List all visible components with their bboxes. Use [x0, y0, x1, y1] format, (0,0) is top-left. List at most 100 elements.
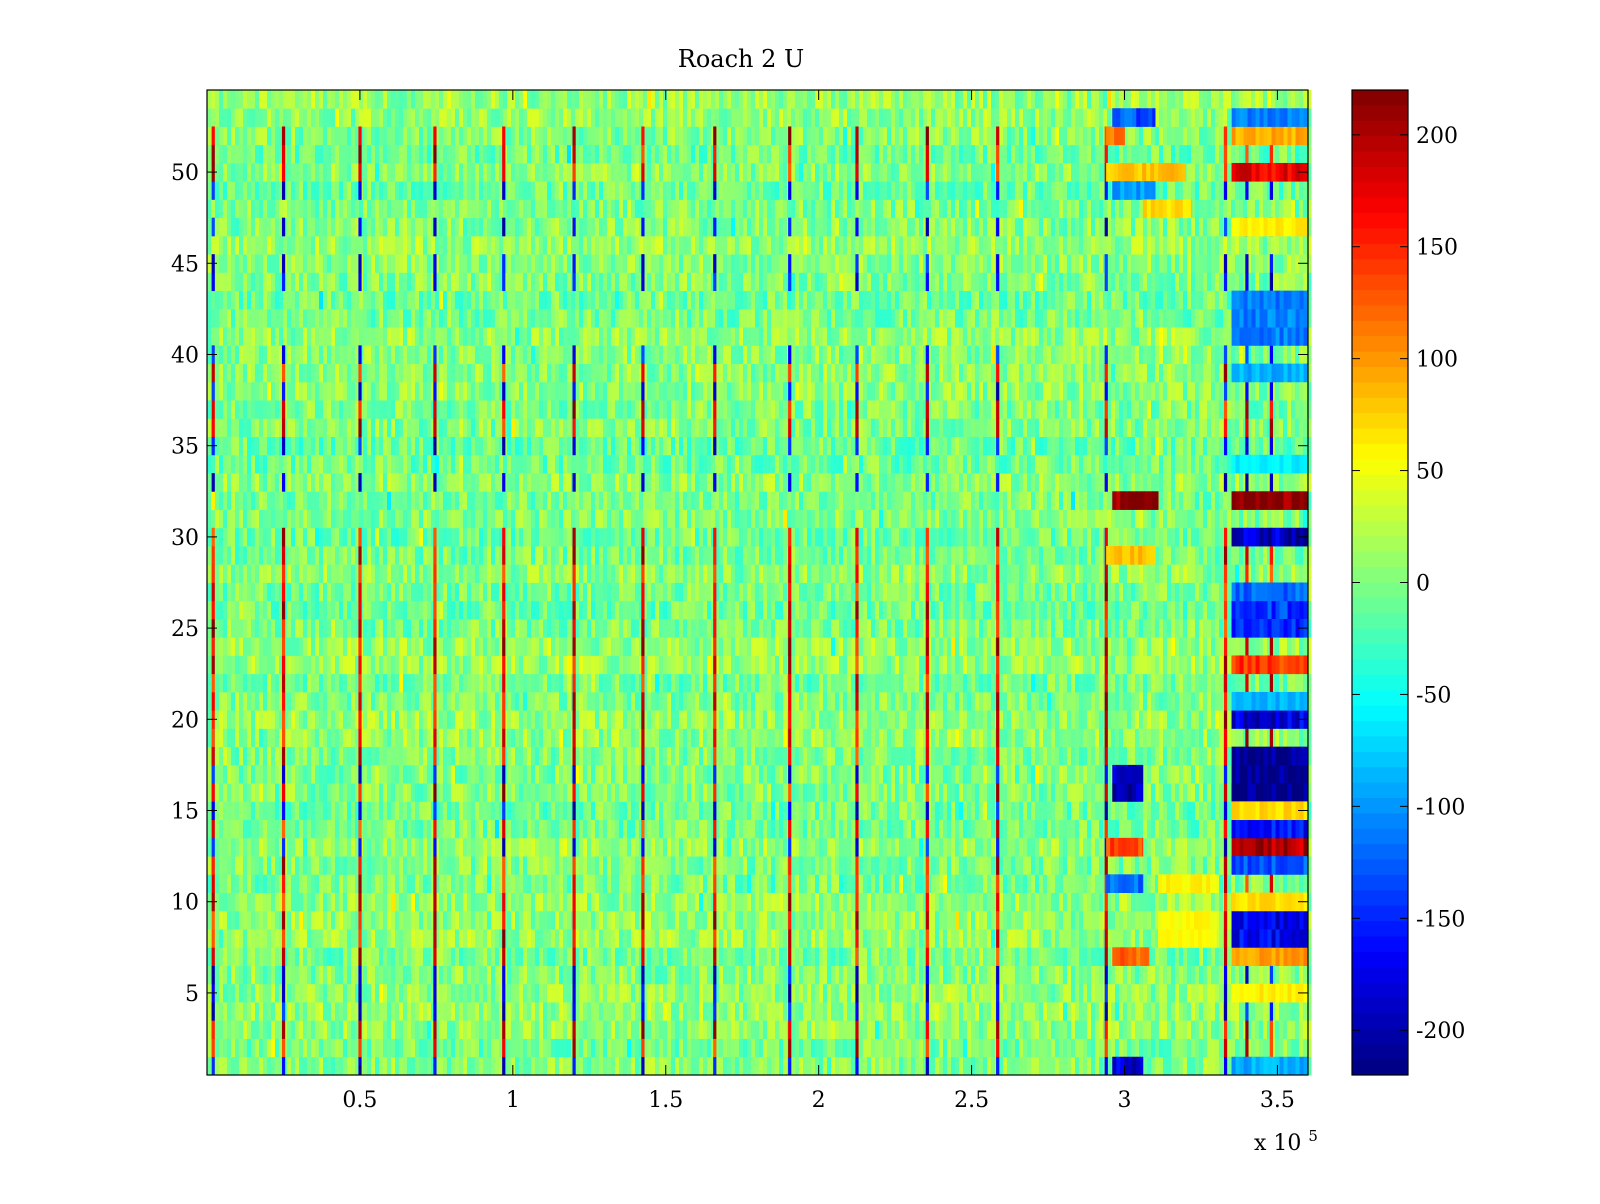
heatmap-cell — [327, 747, 331, 766]
heatmap-cell — [1083, 1020, 1087, 1039]
heatmap-cell — [707, 874, 711, 893]
heatmap-cell — [399, 1002, 403, 1021]
heatmap-cell — [547, 893, 551, 912]
heatmap-cell — [563, 1039, 567, 1058]
heatmap-cell — [1239, 1020, 1243, 1039]
heatmap-cell — [423, 747, 427, 766]
heatmap-cell — [275, 893, 279, 912]
heatmap-cell — [311, 947, 315, 966]
heatmap-cell — [759, 947, 763, 966]
heatmap-cell — [667, 856, 671, 875]
heatmap-cell — [839, 1002, 843, 1021]
heatmap-cell — [243, 1002, 247, 1021]
heatmap-cell — [363, 966, 367, 985]
heatmap-cell — [467, 947, 471, 966]
heatmap-cell — [907, 1002, 911, 1021]
heatmap-cell — [935, 856, 939, 875]
heatmap-cell — [791, 1057, 795, 1076]
heatmap-cell — [551, 820, 555, 839]
heatmap-cell — [879, 856, 883, 875]
heatmap-cell — [407, 820, 411, 839]
heatmap-cell — [1067, 947, 1071, 966]
heatmap-cell — [463, 820, 467, 839]
heatmap-cell — [1031, 1002, 1035, 1021]
heatmap-cell — [635, 747, 639, 766]
heatmap-cell — [1063, 893, 1067, 912]
heatmap-cell — [263, 1020, 267, 1039]
heatmap-cell — [763, 966, 767, 985]
heatmap-cell — [859, 984, 863, 1003]
heatmap-cell — [647, 820, 651, 839]
heatmap-cell — [1195, 747, 1199, 766]
heatmap-cell — [663, 801, 667, 820]
heatmap-cell — [307, 984, 311, 1003]
heatmap-cell — [395, 820, 399, 839]
heatmap-cell — [767, 801, 771, 820]
heatmap-cell — [1031, 893, 1035, 912]
heatmap-cell — [871, 856, 875, 875]
heatmap-cell — [1059, 929, 1063, 948]
heatmap-cell — [947, 911, 951, 930]
heatmap-cell — [751, 856, 755, 875]
heatmap-cell — [699, 911, 703, 930]
heatmap-cell — [495, 966, 499, 985]
heatmap-cell — [911, 1020, 915, 1039]
heatmap-cell — [779, 765, 783, 784]
heatmap-cell — [287, 747, 291, 766]
heatmap-cell — [459, 893, 463, 912]
heatmap-cell — [487, 947, 491, 966]
heatmap-cell — [555, 1039, 559, 1058]
heatmap-cell — [915, 820, 919, 839]
heatmap-cell — [219, 801, 223, 820]
heatmap-cell — [607, 747, 611, 766]
heatmap-cell — [415, 893, 419, 912]
heatmap-cell — [867, 856, 871, 875]
heatmap-cell — [423, 984, 427, 1003]
heatmap-cell — [363, 874, 367, 893]
heatmap-cell — [771, 1020, 775, 1039]
heatmap-cell — [519, 966, 523, 985]
heatmap-cell — [595, 966, 599, 985]
heatmap-cell — [239, 783, 243, 802]
heatmap-cell — [899, 801, 903, 820]
heatmap-cell — [619, 984, 623, 1003]
heatmap-cell — [1071, 1039, 1075, 1058]
heatmap-cell — [275, 765, 279, 784]
heatmap-cell — [659, 874, 663, 893]
heatmap-cell — [675, 856, 679, 875]
heatmap-cell — [1075, 801, 1079, 820]
heatmap-cell — [231, 765, 235, 784]
heatmap-cell — [735, 856, 739, 875]
heatmap-cell — [1091, 783, 1095, 802]
heatmap-cell — [343, 1020, 347, 1039]
heatmap-cell — [239, 1039, 243, 1058]
heatmap-cell — [275, 929, 279, 948]
heatmap-cell — [395, 929, 399, 948]
heatmap-cell — [907, 856, 911, 875]
heatmap-cell — [559, 893, 563, 912]
heatmap-cell — [407, 838, 411, 857]
heatmap-cell — [287, 765, 291, 784]
heatmap-cell — [907, 929, 911, 948]
heatmap-cell — [899, 747, 903, 766]
heatmap-cell — [943, 947, 947, 966]
heatmap-cell — [1287, 874, 1291, 893]
heatmap-cell — [663, 783, 667, 802]
heatmap-cell — [647, 1020, 651, 1039]
heatmap-cell — [603, 1039, 607, 1058]
heatmap-cell — [607, 1057, 611, 1076]
heatmap-cell — [347, 765, 351, 784]
heatmap-cell — [863, 856, 867, 875]
heatmap-cell — [1095, 929, 1099, 948]
heatmap-cell — [611, 947, 615, 966]
heatmap-cell — [415, 984, 419, 1003]
heatmap-cell — [687, 874, 691, 893]
heatmap-cell — [263, 765, 267, 784]
heatmap-cell — [891, 1020, 895, 1039]
heatmap-cell — [1035, 1002, 1039, 1021]
heatmap-cell — [1239, 1039, 1243, 1058]
heatmap-cell — [659, 820, 663, 839]
heatmap-cell — [1003, 856, 1007, 875]
heatmap-cell — [755, 1002, 759, 1021]
heatmap-cell — [1019, 801, 1023, 820]
